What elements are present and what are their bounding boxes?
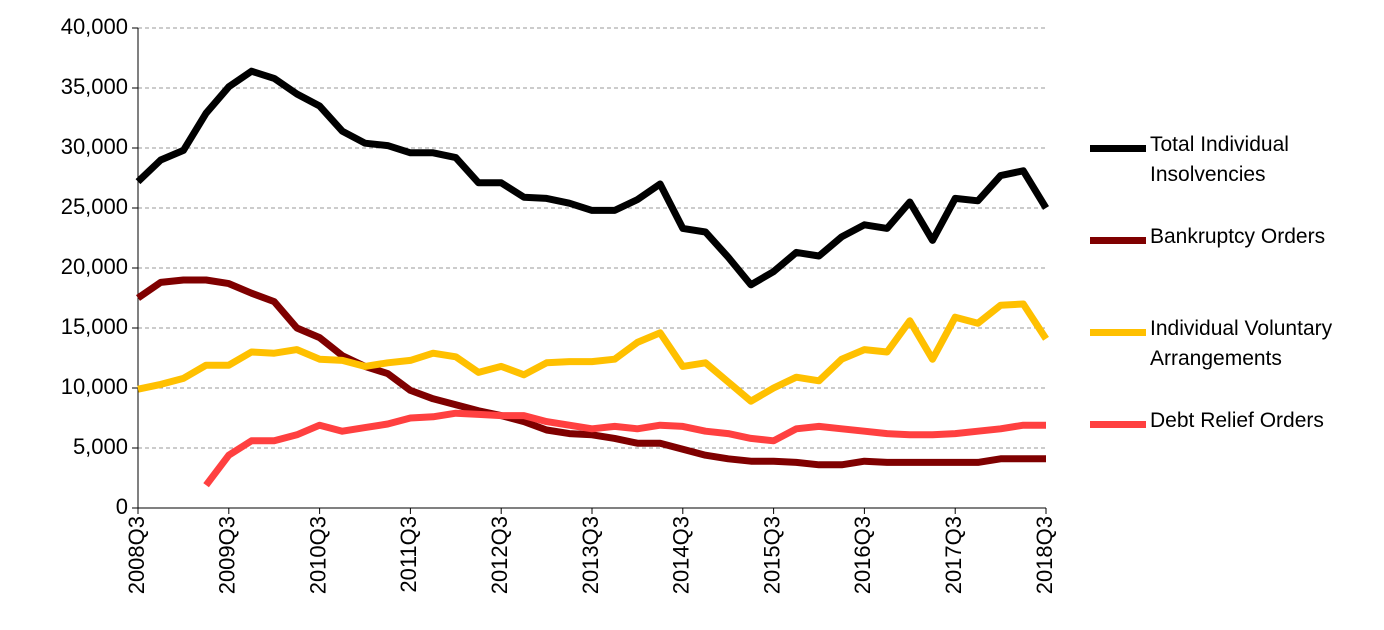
series-line	[203, 409, 1046, 488]
y-tick-label: 35,000	[61, 74, 128, 99]
x-tick-label: 2018Q3	[1032, 516, 1057, 594]
legend-item: Bankruptcy Orders	[1090, 222, 1380, 314]
legend-swatch	[1090, 421, 1146, 428]
legend-item: Individual Voluntary Arrangements	[1090, 314, 1380, 406]
x-tick-label: 2009Q3	[215, 516, 240, 594]
legend-item: Debt Relief Orders	[1090, 406, 1380, 498]
y-tick-label: 25,000	[61, 194, 128, 219]
y-tick-label: 30,000	[61, 134, 128, 159]
legend-label: Total Individual Insolvencies	[1150, 133, 1289, 186]
y-tick-label: 5,000	[73, 434, 128, 459]
series-line	[137, 300, 1049, 405]
series-line	[136, 276, 1046, 469]
legend: Total Individual Insolvencies Bankruptcy …	[1090, 130, 1380, 498]
x-tick-label: 2010Q3	[305, 516, 330, 594]
y-tick-label: 10,000	[61, 374, 128, 399]
x-tick-label: 2014Q3	[669, 516, 694, 594]
x-tick-label: 2013Q3	[578, 516, 603, 594]
y-tick-label: 20,000	[61, 254, 128, 279]
x-tick-label: 2012Q3	[487, 516, 512, 594]
x-tick-label: 2008Q3	[124, 516, 149, 594]
series-line	[135, 67, 1049, 289]
y-tick-label: 0	[116, 494, 128, 519]
legend-label: Debt Relief Orders	[1150, 409, 1324, 432]
legend-label: Bankruptcy Orders	[1150, 225, 1326, 248]
y-tick-label: 15,000	[61, 314, 128, 339]
legend-item: Total Individual Insolvencies	[1090, 130, 1380, 222]
x-tick-label: 2011Q3	[396, 516, 421, 593]
legend-label: Individual Voluntary Arrangements	[1150, 317, 1333, 370]
x-tick-label: 2015Q3	[759, 516, 784, 594]
y-tick-label: 40,000	[61, 14, 128, 39]
x-tick-label: 2016Q3	[850, 516, 875, 594]
legend-swatch	[1090, 145, 1146, 152]
legend-swatch	[1090, 329, 1146, 336]
legend-swatch	[1090, 237, 1146, 244]
x-tick-label: 2017Q3	[941, 516, 966, 594]
